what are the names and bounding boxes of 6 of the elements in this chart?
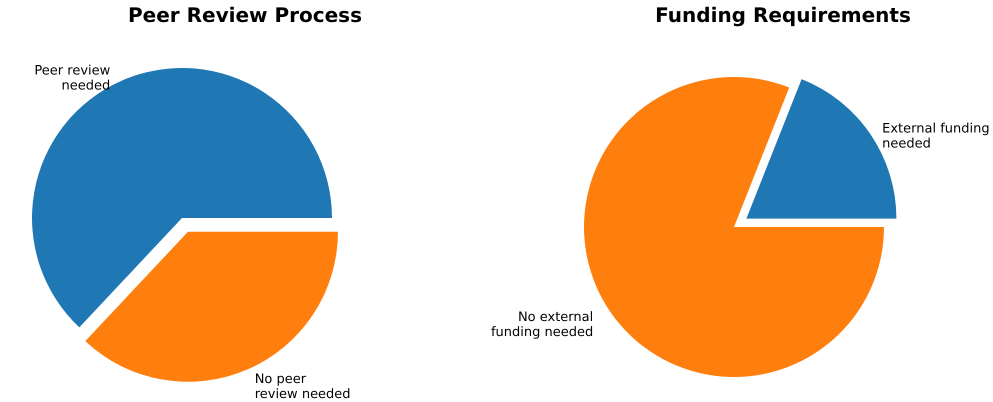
slice-label: External funding needed [882,121,990,152]
chart-title: Funding Requirements [655,3,911,27]
slice-label: No external funding needed [490,310,594,340]
slice-label: Peer review needed [34,64,111,94]
chart-title: Peer Review Process [128,3,362,27]
slice-label: No peer review needed [254,372,351,402]
